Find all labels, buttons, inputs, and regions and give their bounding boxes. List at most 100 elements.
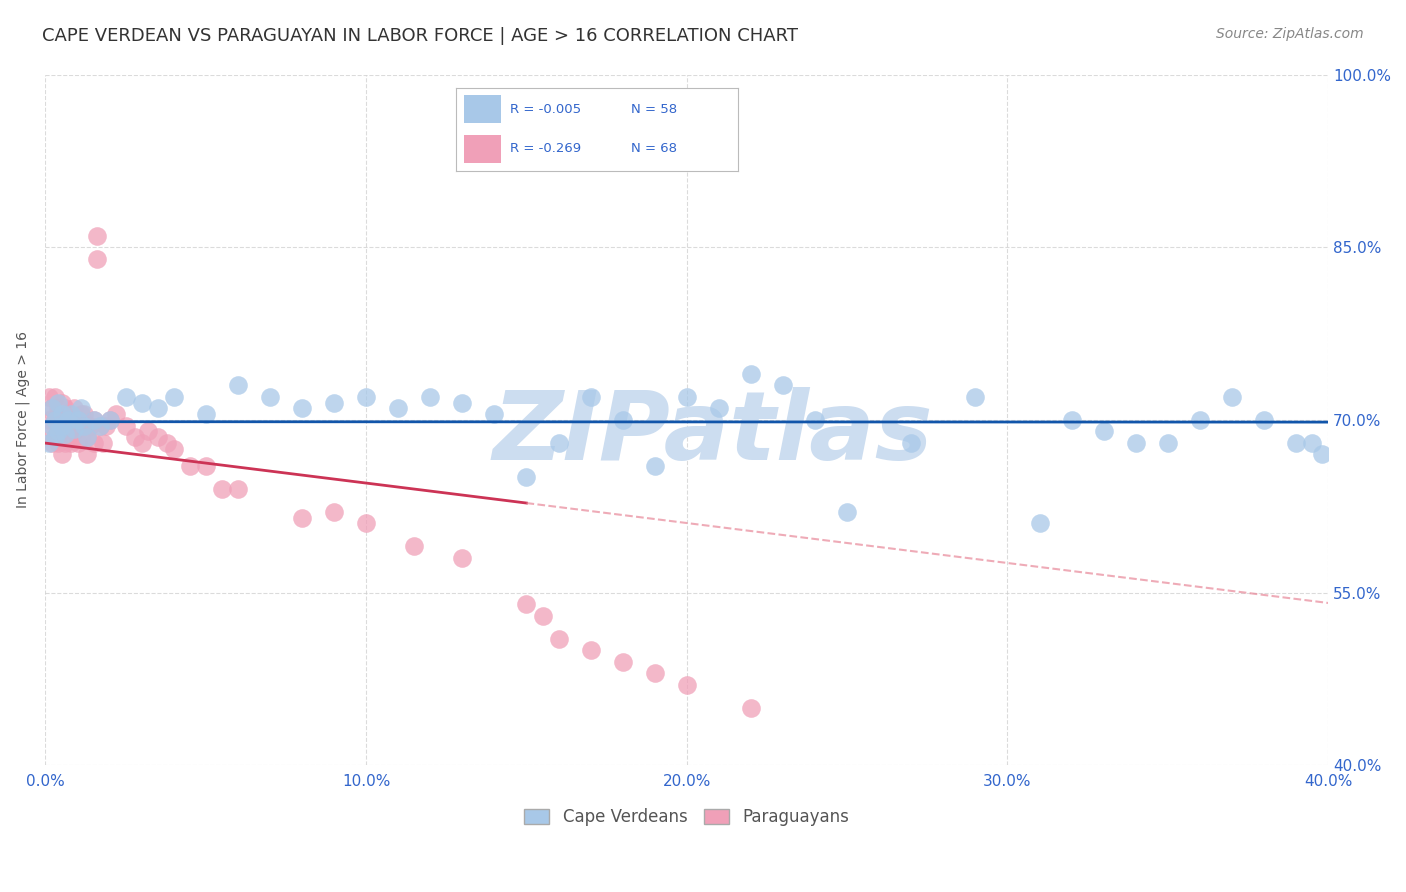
Point <box>354 390 377 404</box>
Point <box>291 401 314 416</box>
Point <box>354 516 377 531</box>
Point <box>515 470 537 484</box>
Point <box>69 407 91 421</box>
Point <box>89 418 111 433</box>
Point <box>163 390 186 404</box>
Point <box>114 390 136 404</box>
Point <box>56 413 79 427</box>
Point <box>79 418 101 433</box>
Point <box>98 413 121 427</box>
Point <box>69 401 91 416</box>
Point <box>66 435 89 450</box>
Point <box>76 447 98 461</box>
Point <box>60 415 83 429</box>
Point <box>740 700 762 714</box>
Point <box>83 435 105 450</box>
Point <box>179 458 201 473</box>
Point <box>675 390 697 404</box>
Point <box>404 540 426 554</box>
Point <box>131 395 153 409</box>
Point <box>146 430 169 444</box>
Point <box>387 401 409 416</box>
Point <box>612 413 634 427</box>
Point <box>740 367 762 381</box>
Point <box>44 413 66 427</box>
Point <box>51 395 73 409</box>
Point <box>56 430 79 444</box>
Point <box>515 597 537 611</box>
Point <box>63 422 86 436</box>
Point <box>579 643 602 657</box>
Point <box>484 407 506 421</box>
Point <box>451 395 474 409</box>
Point <box>73 418 96 433</box>
Point <box>53 401 76 416</box>
Text: CAPE VERDEAN VS PARAGUAYAN IN LABOR FORCE | AGE > 16 CORRELATION CHART: CAPE VERDEAN VS PARAGUAYAN IN LABOR FORC… <box>42 27 799 45</box>
Point <box>86 228 108 243</box>
Point <box>63 425 86 439</box>
Point <box>51 447 73 461</box>
Point <box>259 390 281 404</box>
Point <box>56 407 79 421</box>
Point <box>41 401 63 416</box>
Point <box>1028 516 1050 531</box>
Point <box>900 435 922 450</box>
Point <box>73 418 96 433</box>
Point <box>644 666 666 681</box>
Point <box>91 435 114 450</box>
Point <box>98 413 121 427</box>
Point <box>419 390 441 404</box>
Point <box>46 435 69 450</box>
Point <box>38 435 60 450</box>
Point <box>41 401 63 416</box>
Point <box>194 407 217 421</box>
Point <box>51 413 73 427</box>
Point <box>38 413 60 427</box>
Point <box>53 413 76 427</box>
Point <box>44 430 66 444</box>
Point <box>837 505 859 519</box>
Point <box>772 378 794 392</box>
Y-axis label: In Labor Force | Age > 16: In Labor Force | Age > 16 <box>15 331 30 508</box>
Point <box>1253 413 1275 427</box>
Point <box>66 418 89 433</box>
Point <box>1092 425 1115 439</box>
Point <box>66 413 89 427</box>
Point <box>226 378 249 392</box>
Point <box>66 413 89 427</box>
Point <box>69 430 91 444</box>
Point <box>89 418 111 433</box>
Point <box>1157 435 1180 450</box>
Point <box>73 407 96 421</box>
Point <box>41 435 63 450</box>
Point <box>51 425 73 439</box>
Point <box>1310 447 1333 461</box>
Point <box>46 418 69 433</box>
Point <box>51 407 73 421</box>
Point <box>531 608 554 623</box>
Point <box>46 425 69 439</box>
Point <box>156 435 179 450</box>
Point <box>323 395 346 409</box>
Point <box>114 418 136 433</box>
Point <box>105 407 128 421</box>
Legend: Cape Verdeans, Paraguayans: Cape Verdeans, Paraguayans <box>517 802 856 833</box>
Point <box>579 390 602 404</box>
Point <box>1220 390 1243 404</box>
Point <box>451 551 474 566</box>
Point <box>547 435 569 450</box>
Point <box>965 390 987 404</box>
Point <box>612 655 634 669</box>
Point <box>644 458 666 473</box>
Point <box>1188 413 1211 427</box>
Point <box>1125 435 1147 450</box>
Text: ZIPatlas: ZIPatlas <box>492 387 932 480</box>
Point <box>86 252 108 266</box>
Point <box>38 390 60 404</box>
Point <box>323 505 346 519</box>
Point <box>226 482 249 496</box>
Point <box>675 677 697 691</box>
Point <box>804 413 827 427</box>
Point <box>53 435 76 450</box>
Point <box>44 413 66 427</box>
